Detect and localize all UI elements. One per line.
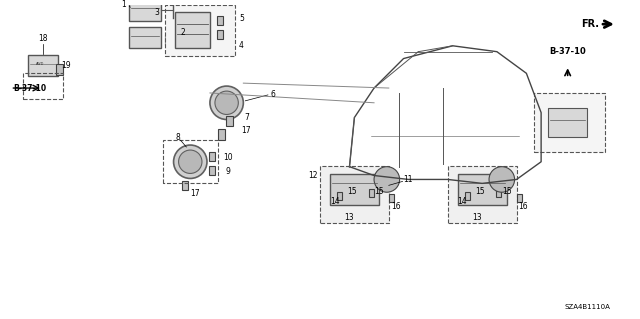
Text: 16: 16	[518, 203, 528, 211]
Bar	[175, 12, 210, 48]
Bar	[129, 0, 161, 21]
Polygon shape	[320, 166, 388, 223]
Bar	[28, 55, 58, 76]
Text: 13: 13	[345, 213, 355, 222]
Text: AWD: AWD	[36, 63, 44, 66]
Text: 19: 19	[61, 61, 71, 70]
Bar	[517, 194, 522, 202]
Text: 3: 3	[154, 8, 159, 17]
Circle shape	[173, 145, 207, 178]
Bar	[226, 115, 233, 126]
Circle shape	[179, 150, 202, 174]
Text: 5: 5	[239, 14, 244, 23]
Text: B-37-10: B-37-10	[549, 47, 586, 56]
Bar	[182, 182, 188, 190]
Text: 8: 8	[175, 133, 180, 142]
Circle shape	[374, 167, 399, 192]
Bar	[337, 192, 342, 200]
Bar	[217, 30, 223, 39]
Bar	[534, 93, 605, 152]
Bar	[165, 35, 172, 45]
Text: 4: 4	[239, 41, 244, 50]
Bar	[129, 27, 161, 48]
Text: 10: 10	[223, 153, 232, 162]
Polygon shape	[448, 166, 516, 223]
Text: 7: 7	[244, 113, 249, 122]
Circle shape	[215, 91, 238, 115]
Circle shape	[210, 86, 243, 120]
Bar	[458, 174, 507, 205]
Text: 15: 15	[476, 187, 485, 196]
Bar	[330, 174, 379, 205]
Bar	[217, 16, 223, 25]
Text: 14: 14	[458, 197, 467, 205]
Bar	[389, 194, 394, 202]
Bar	[209, 152, 215, 161]
Text: 9: 9	[225, 167, 230, 176]
Text: 2: 2	[180, 28, 185, 37]
Bar	[369, 189, 374, 197]
Text: 13: 13	[472, 213, 482, 222]
Text: 17: 17	[190, 189, 200, 198]
Text: 15: 15	[348, 187, 357, 196]
Bar	[167, 36, 174, 46]
Bar	[548, 108, 588, 137]
Text: FR.: FR.	[581, 19, 599, 29]
Text: 14: 14	[330, 197, 340, 205]
Bar	[465, 192, 470, 200]
Text: 16: 16	[391, 203, 401, 211]
Text: 17: 17	[241, 126, 251, 135]
Bar	[164, 4, 236, 56]
Circle shape	[489, 167, 515, 192]
Bar	[23, 73, 63, 99]
Bar	[56, 64, 63, 75]
Bar	[209, 166, 215, 174]
Text: 6: 6	[270, 90, 275, 100]
Text: B-37-10: B-37-10	[13, 84, 47, 93]
Text: 12: 12	[308, 171, 318, 180]
Text: 11: 11	[404, 175, 413, 184]
Text: 15: 15	[502, 187, 511, 196]
Bar	[497, 189, 501, 197]
Text: 1: 1	[121, 0, 126, 9]
Text: 15: 15	[374, 187, 384, 196]
Text: 18: 18	[38, 34, 47, 43]
Text: SZA4B1110A: SZA4B1110A	[564, 304, 610, 310]
Bar	[218, 129, 225, 140]
